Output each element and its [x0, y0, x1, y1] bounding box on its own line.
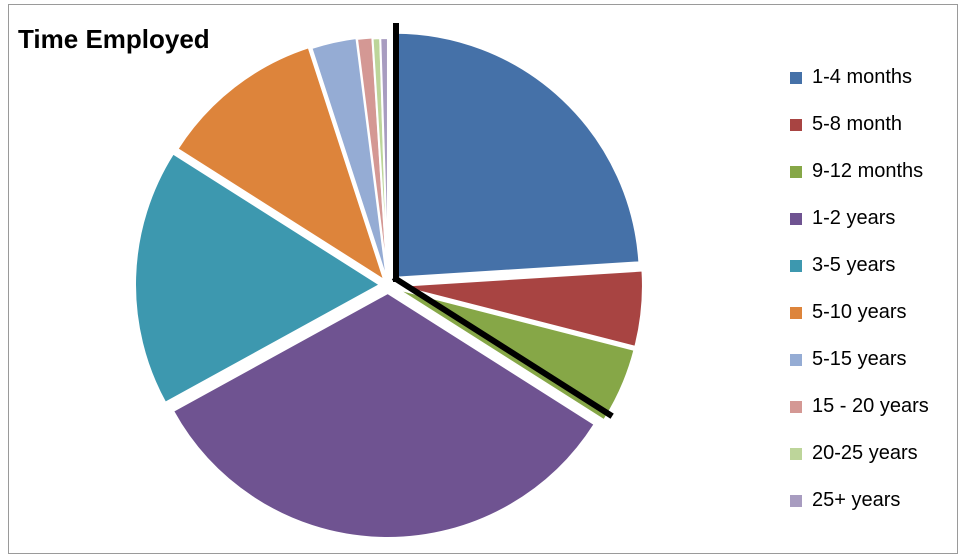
chart-title: Time Employed: [18, 24, 210, 54]
legend-item-5-10-years: 5-10 years: [790, 289, 958, 336]
legend-item-9-12-months: 9-12 months: [790, 148, 958, 195]
legend-swatch: [790, 353, 802, 366]
legend-swatch: [790, 447, 802, 460]
legend-swatch: [790, 71, 802, 84]
legend-label: 9-12 months: [812, 160, 924, 182]
legend-item-5-8-month: 5-8 month: [790, 101, 958, 148]
legend-item-15-20-years: 15 - 20 years: [790, 383, 958, 430]
legend: 1-4 months 5-8 month 9-12 months 1-2 years 3…: [790, 54, 958, 524]
pie-slice-5-10-years: [176, 45, 387, 283]
pie-slice-25-years: [379, 37, 389, 284]
legend-label: 1-2 years: [812, 207, 896, 229]
legend-item-25-years: 25+ years: [790, 477, 958, 524]
legend-label: 15 - 20 years: [812, 395, 929, 417]
legend-label: 20-25 years: [812, 442, 918, 464]
pie-slice-5-8-month: [397, 269, 644, 349]
pie-slice-3-5-years: [134, 152, 382, 405]
legend-swatch: [790, 212, 802, 225]
pie-slice-1-4-months: [393, 31, 641, 279]
legend-label: 1-4 months: [812, 66, 913, 88]
legend-swatch: [790, 494, 802, 507]
legend-item-20-25-years: 20-25 years: [790, 430, 958, 477]
legend-label: 5-15 years: [812, 348, 907, 370]
legend-item-1-2-years: 1-2 years: [790, 195, 958, 242]
pie-slice-1-2-years: [171, 291, 596, 539]
legend-item-5-15-years: 5-15 years: [790, 336, 958, 383]
legend-item-3-5-years: 3-5 years: [790, 242, 958, 289]
highlight-edge-end: [391, 274, 614, 419]
legend-swatch: [790, 165, 802, 178]
legend-swatch: [790, 306, 802, 319]
legend-swatch: [790, 118, 802, 131]
legend-swatch: [790, 259, 802, 272]
legend-label: 5-10 years: [812, 301, 907, 323]
legend-swatch: [790, 400, 802, 413]
legend-item-1-4-months: 1-4 months: [790, 54, 958, 101]
legend-label: 5-8 month: [812, 113, 903, 135]
legend-label: 3-5 years: [812, 254, 896, 276]
legend-label: 25+ years: [812, 489, 901, 511]
